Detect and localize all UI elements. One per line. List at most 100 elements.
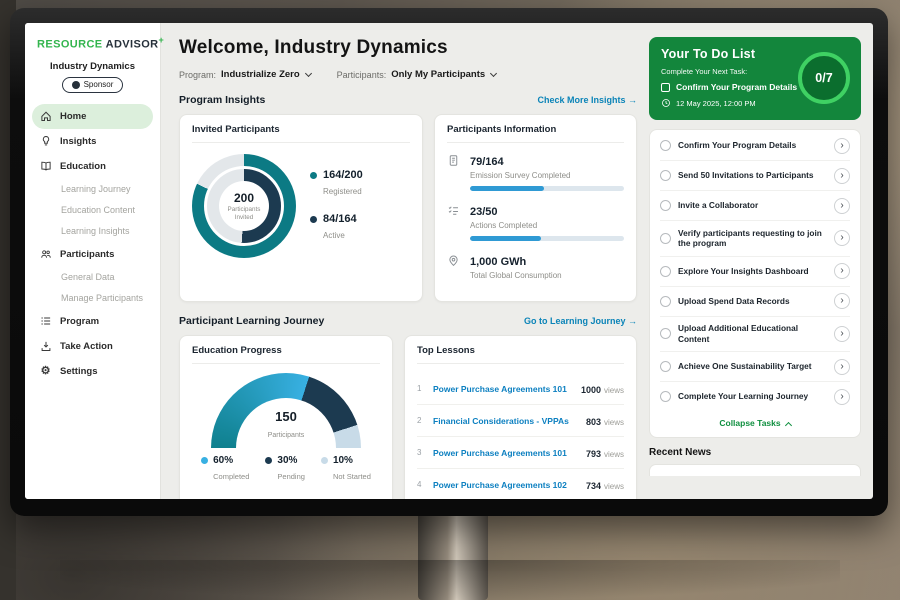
lesson-link[interactable]: Power Purchase Agreements 101 xyxy=(433,383,567,394)
card-title: Education Progress xyxy=(192,345,380,364)
task-row[interactable]: Upload Spend Data Records › xyxy=(660,287,850,317)
sidebar-item-insights[interactable]: Insights xyxy=(25,129,160,154)
sidebar-item-label: Learning Insights xyxy=(61,226,130,237)
task-open-button[interactable]: › xyxy=(834,230,850,247)
task-checkbox[interactable] xyxy=(660,232,671,244)
sidebar-item-label: Insights xyxy=(60,135,97,147)
check-more-insights-link[interactable]: Check More Insights → xyxy=(537,95,637,105)
task-open-button[interactable]: › xyxy=(834,358,850,375)
task-row[interactable]: Verify participants requesting to join t… xyxy=(660,221,850,257)
todo-due: 12 May 2025, 12:00 PM xyxy=(661,98,849,108)
task-open-button[interactable]: › xyxy=(834,325,850,342)
task-open-button[interactable]: › xyxy=(834,137,850,154)
sidebar-item-program[interactable]: Program xyxy=(25,309,160,334)
task-checkbox[interactable] xyxy=(660,361,671,373)
task-row[interactable]: Upload Additional Educational Content › xyxy=(660,317,850,353)
todo-tasks-card: Confirm Your Program Details › Send 50 I… xyxy=(649,129,861,439)
sidebar-item-manage-participants[interactable]: Manage Participants xyxy=(25,288,160,309)
lesson-row: 4 Power Purchase Agreements 102 734 views xyxy=(417,469,624,499)
arrow-right-icon: → xyxy=(628,95,637,105)
sidebar-item-learning-insights[interactable]: Learning Insights xyxy=(25,221,160,242)
chevron-right-icon: › xyxy=(840,232,844,244)
program-filter[interactable]: Program: Industrialize Zero xyxy=(179,69,312,80)
task-row[interactable]: Send 50 Invitations to Participants › xyxy=(660,161,850,191)
lesson-link[interactable]: Power Purchase Agreements 102 xyxy=(433,479,567,490)
task-checkbox[interactable] xyxy=(660,295,671,307)
monitor-stand xyxy=(418,512,488,600)
sidebar-item-education[interactable]: Education xyxy=(25,154,160,179)
sidebar-item-general-data[interactable]: General Data xyxy=(25,267,160,288)
task-label: Verify participants requesting to join t… xyxy=(678,227,822,249)
lesson-link[interactable]: Financial Considerations - VPPAs xyxy=(433,415,569,426)
sidebar-item-home[interactable]: Home xyxy=(32,103,153,129)
participants-filter[interactable]: Participants: Only My Participants xyxy=(337,69,498,80)
program-filter-label: Program: xyxy=(179,69,217,80)
todo-progress-ring: 0/7 xyxy=(798,52,850,104)
legend-label: Not Started xyxy=(332,472,371,481)
task-checkbox[interactable] xyxy=(660,200,671,211)
task-checkbox[interactable] xyxy=(660,140,671,151)
sidebar-item-label: Participants xyxy=(60,248,115,260)
task-open-button[interactable]: › xyxy=(834,263,850,280)
legend-item-not-started: 10% Not Started xyxy=(320,455,371,484)
home-icon xyxy=(39,110,52,123)
task-open-button[interactable]: › xyxy=(834,167,850,184)
task-row[interactable]: Explore Your Insights Dashboard › xyxy=(660,257,850,287)
invited-donut-chart: 200 Participants Invited xyxy=(192,154,296,258)
lesson-link[interactable]: Power Purchase Agreements 101 xyxy=(433,447,567,458)
task-checkbox[interactable] xyxy=(660,328,671,340)
legend-dot xyxy=(320,457,328,464)
legend-value: 164/200 xyxy=(323,169,363,181)
legend-pct: 30% xyxy=(277,455,298,466)
lesson-views: 1000 xyxy=(580,384,601,395)
invited-count-label: Participants Invited xyxy=(227,205,261,221)
org-name: Industry Dynamics xyxy=(50,60,135,72)
task-open-button[interactable]: › xyxy=(834,197,850,214)
invited-legend: 164/200 Registered 84/164 Active xyxy=(310,169,363,243)
checkbox-icon[interactable] xyxy=(661,82,670,92)
actions-progress-bar xyxy=(470,236,624,241)
info-row-survey: 79/164 Emission Survey Completed xyxy=(447,152,624,191)
brand-logo: RESOURCE ADVISOR+ xyxy=(25,33,164,59)
sidebar-item-learning-journey[interactable]: Learning Journey xyxy=(25,179,160,200)
lesson-rank: 2 xyxy=(417,416,422,425)
task-row[interactable]: Invite a Collaborator › xyxy=(660,191,850,221)
go-to-learning-journey-link[interactable]: Go to Learning Journey → xyxy=(524,316,637,326)
participants-icon xyxy=(39,248,52,261)
todo-next-task[interactable]: Confirm Your Program Details xyxy=(661,82,803,92)
sidebar-item-label: Take Action xyxy=(60,340,113,352)
actions-progress-fill xyxy=(470,236,541,241)
sidebar-item-education-content[interactable]: Education Content xyxy=(25,200,160,221)
chevron-right-icon: › xyxy=(840,360,844,372)
todo-due-label: 12 May 2025, 12:00 PM xyxy=(676,98,756,108)
legend-pct: 60% xyxy=(213,455,234,466)
task-row[interactable]: Achieve One Sustainability Target › xyxy=(660,352,850,383)
task-checkbox[interactable] xyxy=(660,391,671,403)
views-suffix: views xyxy=(603,417,624,427)
collapse-tasks-button[interactable]: Collapse Tasks xyxy=(660,411,850,433)
task-checkbox[interactable] xyxy=(660,265,671,277)
task-row[interactable]: Complete Your Learning Journey › xyxy=(660,382,850,411)
task-checkbox[interactable] xyxy=(660,170,671,181)
lesson-rank: 1 xyxy=(417,384,422,393)
task-row[interactable]: Confirm Your Program Details › xyxy=(660,131,850,161)
task-label: Send 50 Invitations to Participants xyxy=(678,170,814,181)
program-insights-header: Program Insights Check More Insights → xyxy=(179,94,637,106)
legend-dot xyxy=(310,216,317,223)
todo-column: Your To Do List Complete Your Next Task:… xyxy=(649,37,861,499)
task-open-button[interactable]: › xyxy=(834,388,850,405)
sidebar-item-participants[interactable]: Participants xyxy=(25,242,160,267)
page-title: Welcome, Industry Dynamics xyxy=(179,37,448,58)
settings-icon: ⚙ xyxy=(40,364,51,377)
todo-progress-value: 0/7 xyxy=(815,71,833,85)
sidebar: RESOURCE ADVISOR+ Industry Dynamics Spon… xyxy=(25,23,164,499)
task-open-button[interactable]: › xyxy=(834,293,850,310)
brand-plus: + xyxy=(158,35,165,45)
views-suffix: views xyxy=(603,385,624,395)
participants-filter-value: Only My Participants xyxy=(391,69,486,80)
sidebar-item-settings[interactable]: ⚙ Settings xyxy=(25,359,160,384)
legend-item-registered: 164/200 Registered xyxy=(310,169,363,199)
legend-dot xyxy=(310,172,317,179)
survey-value: 79/164 xyxy=(470,156,504,168)
sidebar-item-take-action[interactable]: Take Action xyxy=(25,334,160,359)
